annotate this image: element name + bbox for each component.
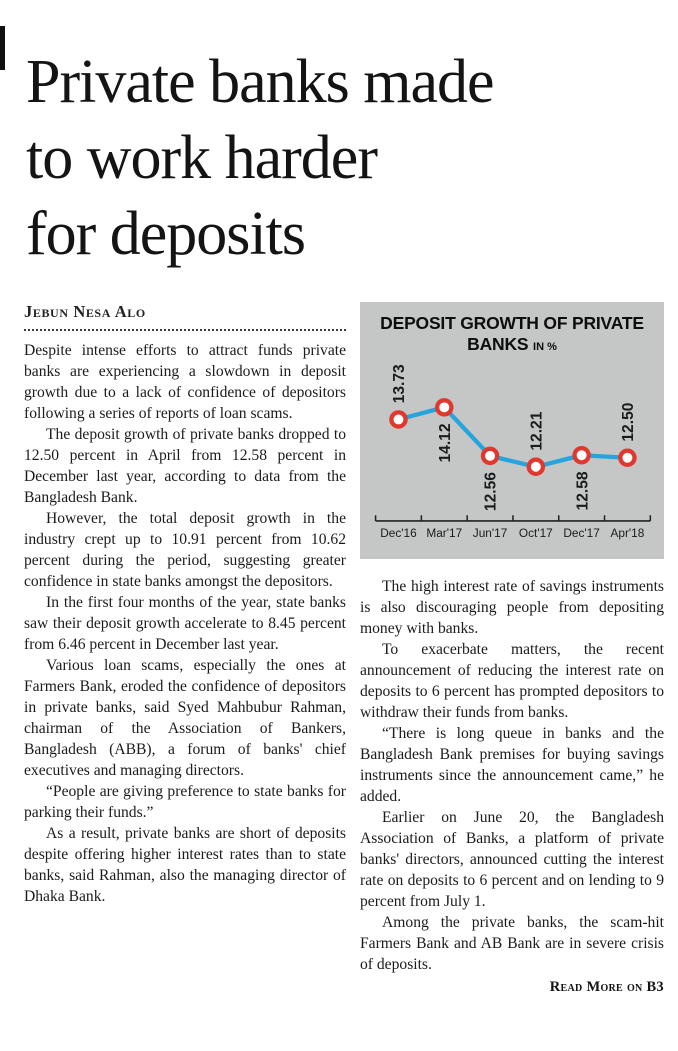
article-paragraph: The high interest rate of savings instru… bbox=[360, 577, 664, 637]
article-columns: Jebun Nesa Alo Despite intense efforts t… bbox=[24, 302, 664, 996]
svg-text:Mar'17: Mar'17 bbox=[426, 526, 462, 540]
headline: Private banks made to work harder for de… bbox=[26, 44, 664, 272]
chart-subtitle: IN % bbox=[533, 341, 557, 354]
svg-text:12.58: 12.58 bbox=[574, 471, 591, 510]
right-column: DEPOSIT GROWTH OF PRIVATE BANKS IN % Dec… bbox=[360, 302, 664, 996]
article-paragraph: However, the total deposit growth in the… bbox=[24, 510, 346, 590]
article-paragraph: Various loan scams, especially the ones … bbox=[24, 657, 346, 779]
deposit-chart-svg: Dec'16 Mar'17 Jun'17 Oct'17 Dec'17 Apr'18 13.7… bbox=[374, 364, 652, 540]
svg-text:Apr'18: Apr'18 bbox=[611, 526, 645, 540]
svg-text:13.73: 13.73 bbox=[391, 364, 408, 403]
headline-line: to work harder bbox=[26, 124, 378, 192]
svg-text:Oct'17: Oct'17 bbox=[519, 526, 553, 540]
deposit-growth-chart: DEPOSIT GROWTH OF PRIVATE BANKS IN % Dec… bbox=[360, 302, 664, 559]
svg-text:12.56: 12.56 bbox=[483, 471, 500, 510]
chart-title-line2: BANKS IN % bbox=[368, 334, 656, 355]
article-paragraph: In the first four months of the year, st… bbox=[24, 594, 346, 653]
svg-text:14.12: 14.12 bbox=[437, 423, 454, 462]
article-paragraph: “People are giving preference to state b… bbox=[24, 783, 346, 821]
svg-text:12.50: 12.50 bbox=[620, 402, 637, 441]
svg-text:12.21: 12.21 bbox=[529, 411, 546, 450]
article-paragraph: To exacerbate matters, the recent announ… bbox=[360, 640, 664, 721]
article-paragraph: Among the private banks, the scam-hit Fa… bbox=[360, 913, 664, 973]
svg-text:Dec'16: Dec'16 bbox=[380, 526, 417, 540]
byline: Jebun Nesa Alo bbox=[24, 302, 146, 321]
byline-rule bbox=[24, 329, 346, 331]
chart-title-banks: BANKS bbox=[467, 334, 529, 355]
chart-title-line1: DEPOSIT GROWTH OF PRIVATE bbox=[380, 313, 644, 333]
article-paragraph: The deposit growth of private banks drop… bbox=[24, 426, 346, 506]
article-paragraph: Earlier on June 20, the Bangladesh Assoc… bbox=[360, 808, 664, 910]
article-paragraph: “There is long queue in banks and the Ba… bbox=[360, 724, 664, 805]
read-more: Read More on B3 bbox=[549, 978, 664, 995]
headline-line: Private banks made bbox=[26, 48, 495, 116]
headline-line: for deposits bbox=[26, 200, 306, 268]
scan-artifact bbox=[0, 26, 5, 70]
article-paragraph: As a result, private banks are short of … bbox=[24, 825, 346, 905]
left-column: Jebun Nesa Alo Despite intense efforts t… bbox=[24, 302, 346, 996]
svg-text:Jun'17: Jun'17 bbox=[473, 526, 508, 540]
article-paragraph: Despite intense efforts to attract funds… bbox=[24, 342, 346, 422]
svg-text:Dec'17: Dec'17 bbox=[563, 526, 599, 540]
chart-title: DEPOSIT GROWTH OF PRIVATE BANKS IN % bbox=[368, 313, 656, 356]
